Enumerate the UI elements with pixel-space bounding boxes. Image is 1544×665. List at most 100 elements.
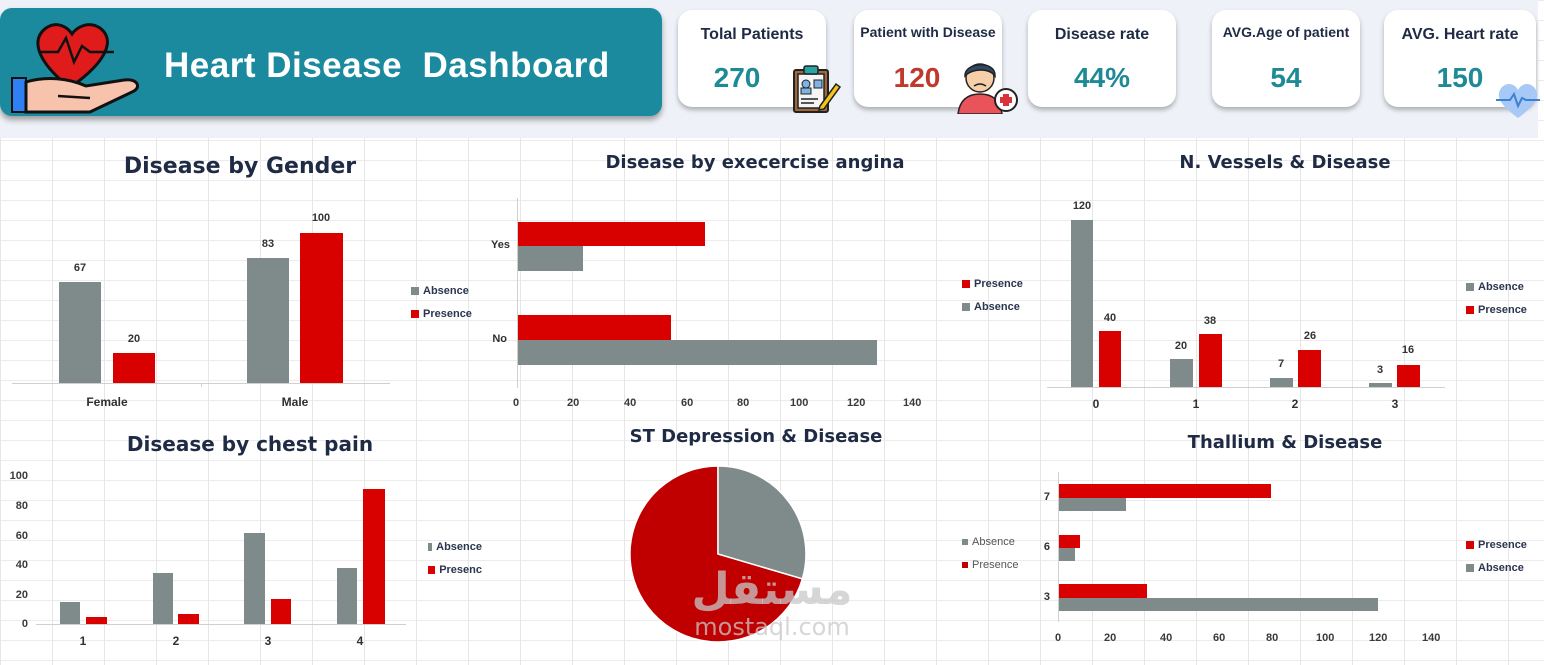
chart-legend: Absence Presence (1466, 275, 1527, 321)
category-label: No (492, 333, 507, 345)
bar-0-presence (1099, 331, 1121, 387)
category-label: 1 (79, 634, 87, 648)
data-label: 7 (1277, 358, 1285, 370)
bar-3-absence (1059, 598, 1378, 611)
y-axis (1058, 472, 1059, 622)
bar-3-absence (1369, 383, 1392, 387)
legend-swatch-absence (962, 538, 968, 545)
kpi-value: 120 (893, 62, 941, 93)
legend-label: Presenc (439, 563, 482, 576)
bar-1-presence (1199, 334, 1222, 387)
x-axis (1047, 387, 1445, 388)
legend-label: Presence (972, 558, 1019, 571)
bar-1-absence (60, 602, 80, 624)
category-label: 3 (1043, 591, 1050, 603)
bar-6-presence (1059, 535, 1080, 548)
legend-swatch-presence (962, 279, 970, 288)
data-label: 20 (127, 333, 141, 345)
chart-title: Disease by execercise angina (605, 152, 905, 173)
bar-female-presence (113, 353, 155, 383)
chart-legend: Presence Absence (962, 272, 1023, 318)
header-band: Heart Disease Dashboard Tolal Patients 2… (0, 0, 1540, 138)
legend-swatch-presence (1466, 305, 1474, 314)
y-tick: 60 (15, 530, 28, 542)
kpi-label: Tolal Patients (700, 26, 804, 43)
bar-2-presence (1298, 350, 1321, 387)
x-tick: 100 (790, 397, 809, 409)
x-tick: 60 (1213, 632, 1226, 644)
x-tick: 140 (1422, 632, 1441, 644)
bar-yes-absence (518, 246, 583, 271)
kpi-label: AVG.Age of patient (1222, 24, 1350, 40)
category-label: 2 (172, 634, 180, 648)
y-tick: 40 (15, 559, 28, 571)
legend-label: Absence (423, 284, 469, 297)
legend-swatch-absence (962, 302, 970, 311)
legend-swatch-presence (411, 309, 419, 318)
y-tick: 100 (9, 470, 28, 482)
pie-slice-presence (629, 465, 804, 643)
data-label: 100 (311, 212, 331, 224)
category-label: 3 (1391, 397, 1399, 411)
x-tick: 100 (1316, 632, 1335, 644)
data-label: 26 (1303, 330, 1317, 342)
chart-legend: Absence Presence (411, 279, 472, 325)
kpi-value: 54 (1270, 62, 1302, 93)
chart-legend: Presence Absence (1466, 533, 1527, 579)
x-tick: 0 (513, 397, 520, 409)
y-tick: 0 (21, 618, 28, 630)
bar-1-presence (86, 617, 107, 624)
sick-patient-icon (957, 63, 1018, 114)
legend-label: Presence (1478, 303, 1527, 316)
legend-swatch-presence (1466, 540, 1474, 549)
data-label: 3 (1376, 364, 1384, 376)
bar-3-presence (271, 599, 291, 624)
data-label: 83 (261, 238, 275, 250)
chart-title: Disease by Gender (123, 154, 357, 179)
bar-7-absence (1059, 498, 1126, 511)
heart-in-hand-icon (11, 23, 140, 114)
kpi-avg-age: AVG.Age of patient 54 (1212, 10, 1360, 107)
dashboard-banner: Heart Disease Dashboard (0, 8, 662, 116)
x-axis-tick (201, 383, 202, 387)
category-label: 0 (1092, 397, 1100, 411)
bar-female-absence (59, 282, 101, 383)
legend-label: Presence (974, 277, 1023, 290)
category-label: 7 (1043, 491, 1050, 503)
y-axis (517, 198, 518, 388)
bar-7-presence (1059, 484, 1271, 498)
kpi-value: 44% (1073, 62, 1131, 93)
kpi-value: 270 (713, 62, 761, 93)
bar-2-absence (153, 573, 173, 624)
bar-3-absence (244, 533, 265, 624)
legend-label: Absence (1478, 561, 1524, 574)
clipboard-patient-icon (793, 65, 842, 113)
bar-0-absence (1071, 220, 1093, 387)
legend-swatch-absence (428, 542, 433, 551)
bar-2-absence (1270, 378, 1293, 387)
chart-title: ST Depression & Disease (629, 426, 883, 447)
data-label: 40 (1103, 312, 1117, 324)
bar-no-absence (518, 340, 877, 365)
legend-label: Absence (436, 540, 482, 553)
bar-6-absence (1059, 548, 1075, 561)
kpi-patients-with-disease: Patient with Disease 120 (854, 10, 1018, 114)
bar-1-absence (1170, 359, 1193, 387)
bar-male-absence (247, 258, 289, 383)
y-tick: 20 (15, 589, 28, 601)
legend-label: Presence (423, 307, 472, 320)
bar-4-presence (363, 489, 385, 624)
x-tick: 80 (737, 397, 750, 409)
x-axis (36, 624, 406, 625)
x-tick: 40 (624, 397, 637, 409)
category-label: 1 (1192, 397, 1200, 411)
x-tick: 0 (1055, 632, 1062, 644)
pie-slice-absence (717, 465, 807, 580)
data-label: 120 (1072, 200, 1092, 212)
legend-swatch-absence (1466, 563, 1474, 572)
x-tick: 120 (1369, 632, 1388, 644)
x-tick: 40 (1160, 632, 1173, 644)
chart-title: Thallium & Disease (1187, 432, 1383, 453)
heartbeat-icon (1496, 84, 1540, 118)
bar-male-presence (300, 233, 343, 383)
